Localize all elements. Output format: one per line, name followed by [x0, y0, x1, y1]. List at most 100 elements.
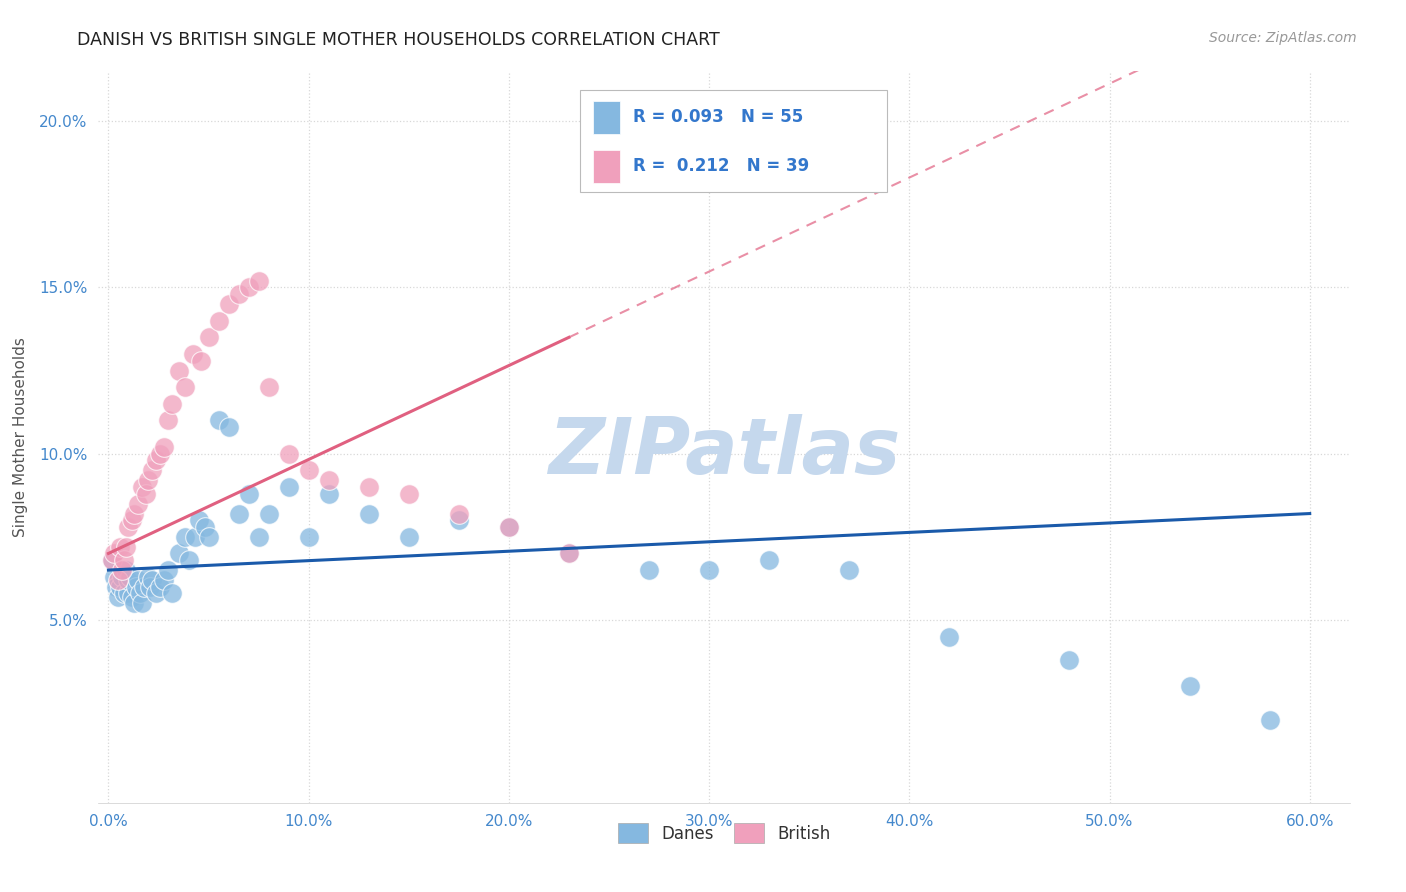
Point	[938, 630, 960, 644]
Point	[277, 480, 299, 494]
Point	[277, 447, 299, 461]
Point	[173, 530, 195, 544]
Point	[162, 397, 184, 411]
Text: R = 0.093   N = 55: R = 0.093 N = 55	[633, 109, 803, 127]
Point	[357, 480, 380, 494]
Point	[101, 553, 124, 567]
Text: DANISH VS BRITISH SINGLE MOTHER HOUSEHOLDS CORRELATION CHART: DANISH VS BRITISH SINGLE MOTHER HOUSEHOL…	[77, 31, 720, 49]
Point	[197, 330, 219, 344]
Point	[141, 463, 163, 477]
Point	[124, 507, 146, 521]
Point	[447, 513, 470, 527]
Point	[298, 463, 321, 477]
Point	[115, 540, 138, 554]
Point	[149, 447, 172, 461]
Point	[131, 480, 153, 494]
FancyBboxPatch shape	[593, 150, 620, 183]
FancyBboxPatch shape	[581, 90, 887, 192]
Point	[298, 530, 321, 544]
Point	[120, 570, 142, 584]
Point	[107, 573, 129, 587]
Point	[139, 580, 162, 594]
Text: ZIPatlas: ZIPatlas	[548, 414, 900, 490]
Point	[115, 563, 138, 577]
Point	[121, 590, 143, 604]
Point	[447, 507, 470, 521]
Point	[238, 280, 260, 294]
Point	[111, 570, 134, 584]
Point	[127, 497, 149, 511]
Point	[117, 520, 139, 534]
Point	[110, 540, 132, 554]
Point	[247, 530, 270, 544]
Text: R =  0.212   N = 39: R = 0.212 N = 39	[633, 158, 808, 176]
Point	[181, 347, 204, 361]
Point	[257, 507, 280, 521]
Point	[101, 553, 124, 567]
Point	[697, 563, 720, 577]
Point	[117, 586, 139, 600]
Point	[138, 473, 160, 487]
Legend: Danes, British: Danes, British	[612, 817, 837, 849]
Point	[131, 596, 153, 610]
Point	[207, 413, 229, 427]
Point	[157, 563, 180, 577]
Point	[398, 530, 420, 544]
Point	[121, 513, 143, 527]
Point	[193, 520, 215, 534]
Point	[135, 486, 157, 500]
Point	[145, 586, 167, 600]
Point	[177, 553, 200, 567]
Point	[1258, 713, 1281, 727]
Point	[838, 563, 860, 577]
Point	[498, 520, 520, 534]
Y-axis label: Single Mother Households: Single Mother Households	[13, 337, 28, 537]
Point	[257, 380, 280, 394]
Point	[117, 573, 139, 587]
Point	[558, 546, 581, 560]
Point	[1178, 680, 1201, 694]
Point	[167, 363, 190, 377]
Point	[318, 486, 340, 500]
Point	[638, 563, 661, 577]
Point	[103, 546, 125, 560]
Point	[558, 546, 581, 560]
Point	[183, 530, 205, 544]
Point	[107, 590, 129, 604]
Point	[167, 546, 190, 560]
Point	[247, 274, 270, 288]
Point	[162, 586, 184, 600]
Point	[124, 596, 146, 610]
Point	[218, 297, 240, 311]
Point	[197, 530, 219, 544]
Text: Source: ZipAtlas.com: Source: ZipAtlas.com	[1209, 31, 1357, 45]
Point	[228, 287, 250, 301]
Point	[110, 580, 132, 594]
Point	[398, 486, 420, 500]
Point	[357, 507, 380, 521]
FancyBboxPatch shape	[593, 101, 620, 134]
Point	[105, 580, 128, 594]
Point	[145, 453, 167, 467]
Point	[228, 507, 250, 521]
Point	[111, 563, 134, 577]
Point	[187, 513, 209, 527]
Point	[127, 573, 149, 587]
Point	[758, 553, 780, 567]
Point	[1059, 653, 1081, 667]
Point	[218, 420, 240, 434]
Point	[134, 580, 156, 594]
Point	[207, 314, 229, 328]
Point	[103, 570, 125, 584]
Point	[153, 573, 176, 587]
Point	[149, 580, 172, 594]
Point	[141, 573, 163, 587]
Point	[138, 570, 160, 584]
Point	[114, 586, 136, 600]
Point	[498, 520, 520, 534]
Point	[173, 380, 195, 394]
Point	[157, 413, 180, 427]
Point	[129, 586, 152, 600]
Point	[125, 580, 148, 594]
Point	[238, 486, 260, 500]
